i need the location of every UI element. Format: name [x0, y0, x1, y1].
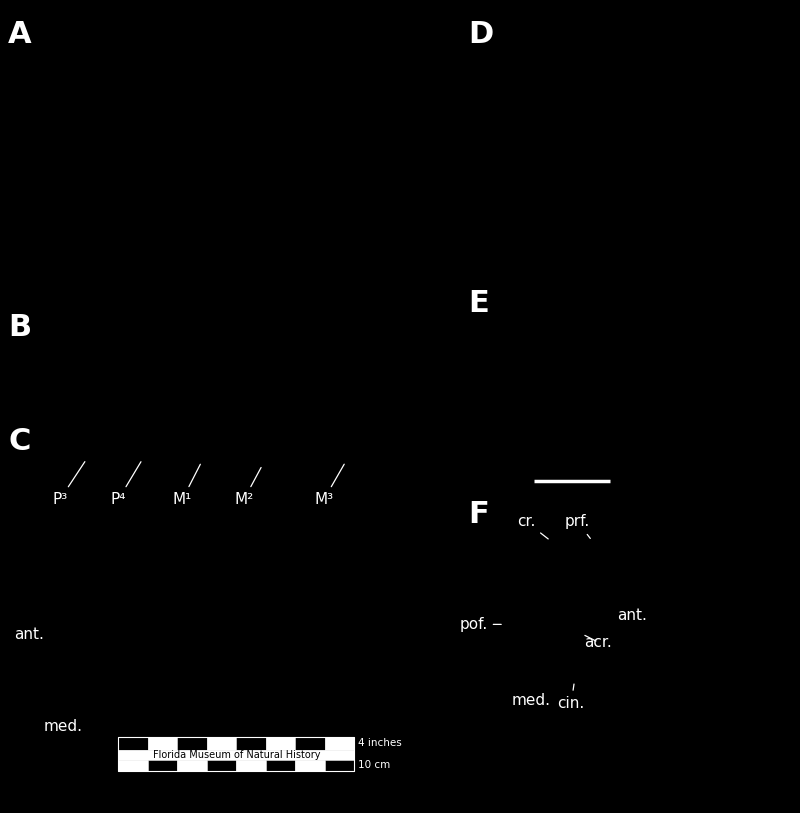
Text: D: D	[468, 20, 494, 50]
Text: ant.: ant.	[618, 608, 647, 623]
Bar	[118, 737, 148, 750]
Bar	[118, 737, 354, 771]
Bar	[266, 737, 295, 750]
Bar	[118, 760, 148, 771]
Text: cr.: cr.	[518, 515, 548, 539]
Bar	[237, 737, 266, 750]
Text: med.: med.	[512, 693, 551, 708]
Text: P⁴: P⁴	[110, 462, 141, 506]
Text: med.: med.	[44, 719, 83, 733]
Bar	[207, 737, 237, 750]
Bar	[207, 760, 237, 771]
Text: C: C	[8, 427, 30, 456]
Bar	[178, 737, 207, 750]
Text: M¹: M¹	[173, 464, 200, 506]
Text: E: E	[468, 289, 489, 318]
Bar	[325, 760, 354, 771]
Text: prf.: prf.	[565, 515, 590, 538]
Bar	[266, 760, 295, 771]
Text: acr.: acr.	[585, 635, 612, 650]
Bar	[148, 737, 178, 750]
Text: P³: P³	[52, 462, 85, 506]
Text: M³: M³	[314, 464, 344, 506]
Bar	[148, 760, 178, 771]
Text: F: F	[468, 500, 489, 529]
Text: A: A	[8, 20, 32, 50]
Text: B: B	[8, 313, 31, 342]
Text: 10 cm: 10 cm	[358, 760, 390, 771]
Text: ant.: ant.	[14, 627, 44, 641]
Bar	[295, 760, 325, 771]
Bar	[325, 737, 354, 750]
Bar	[118, 750, 354, 760]
Bar	[178, 760, 207, 771]
Text: cin.: cin.	[558, 684, 585, 711]
Text: 4 inches: 4 inches	[358, 738, 402, 748]
Bar	[295, 737, 325, 750]
Text: M²: M²	[234, 467, 261, 506]
Text: Florida Museum of Natural History: Florida Museum of Natural History	[153, 750, 320, 760]
Bar	[237, 760, 266, 771]
Text: pof.: pof.	[459, 617, 502, 632]
